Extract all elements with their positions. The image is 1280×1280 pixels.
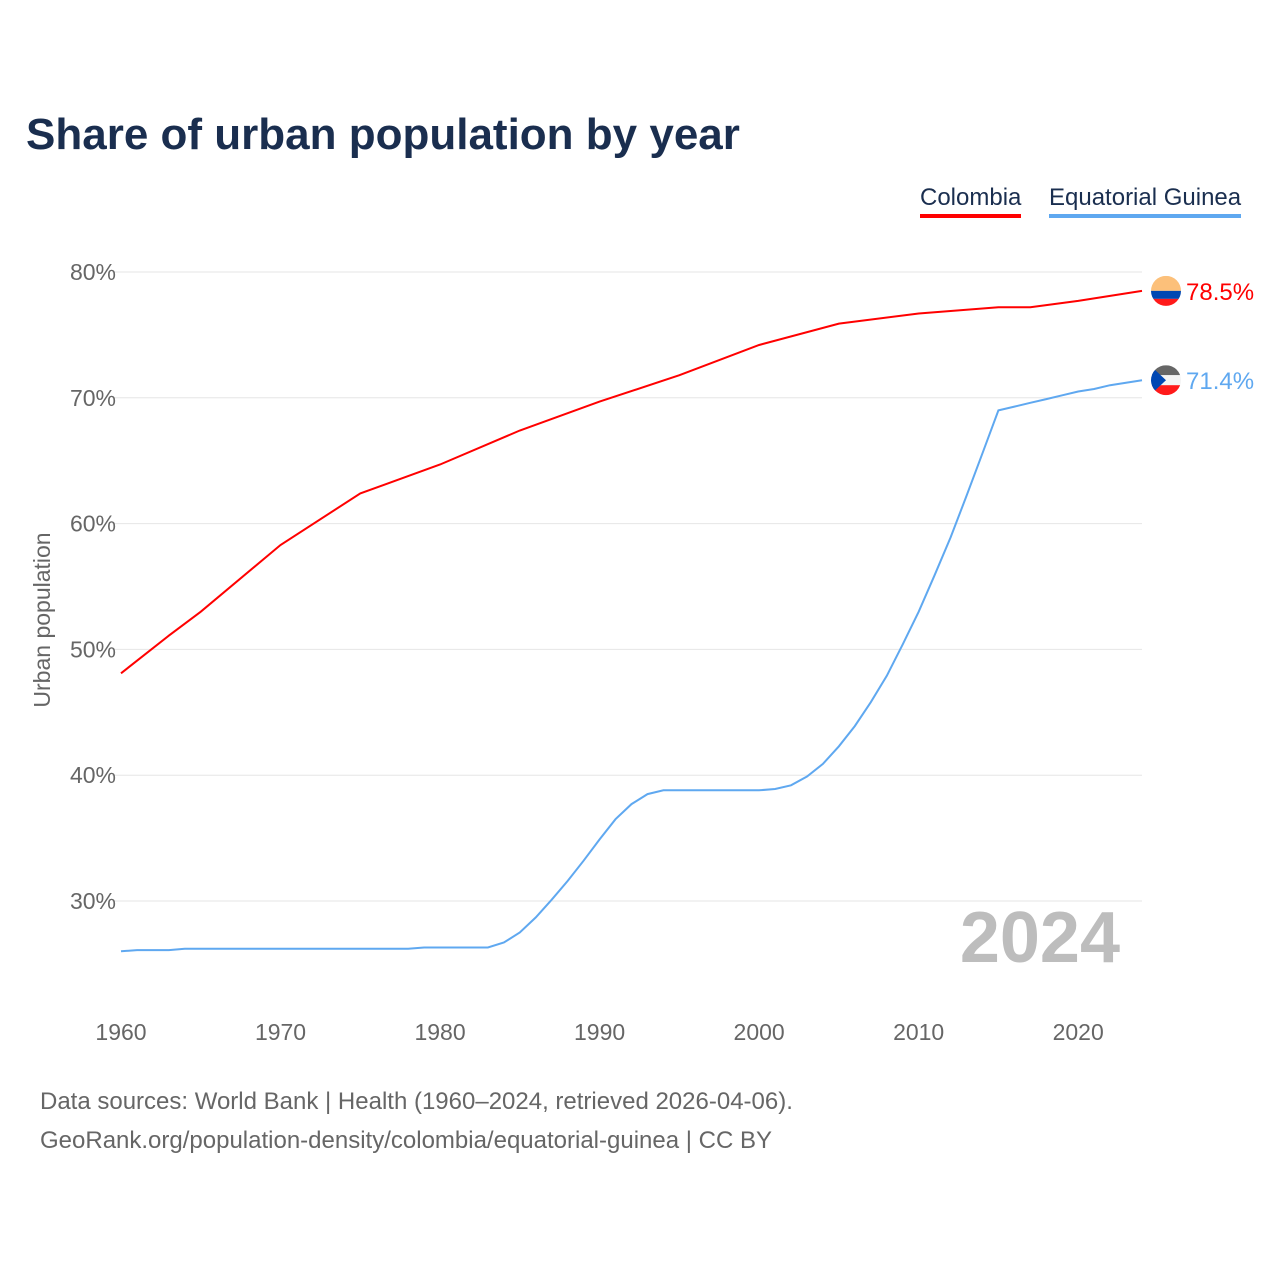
y-axis-label: Urban population	[29, 532, 55, 707]
y-tick-label: 80%	[70, 259, 116, 285]
y-tick-label: 30%	[70, 888, 116, 914]
chart-title: Share of urban population by year	[26, 110, 740, 159]
series-line-colombia	[120, 289, 1143, 675]
series-line-equatorial-guinea	[120, 379, 1143, 953]
x-tick-label: 1990	[574, 1019, 625, 1045]
y-tick-label: 70%	[70, 385, 116, 411]
end-value-label: 71.4%	[1186, 368, 1254, 395]
flag-icon-colombia	[1151, 275, 1181, 306]
x-tick-label: 2010	[893, 1019, 944, 1045]
x-tick-label: 1970	[255, 1019, 306, 1045]
y-tick-label: 40%	[70, 762, 116, 788]
year-watermark: 2024	[960, 898, 1120, 978]
legend-colombia[interactable]: Colombia	[920, 184, 1022, 218]
y-tick-label: 50%	[70, 636, 116, 662]
x-tick-label: 1980	[414, 1019, 465, 1045]
end-value-label: 78.5%	[1186, 279, 1254, 306]
legend-equatorial-guinea[interactable]: Equatorial Guinea	[1049, 184, 1242, 218]
flag-icon-equatorial-guinea	[1151, 365, 1181, 396]
x-tick-label: 2020	[1053, 1019, 1104, 1045]
y-tick-label: 60%	[70, 511, 116, 537]
x-tick-label: 1960	[95, 1019, 146, 1045]
footer-url[interactable]: GeoRank.org/population-density/colombia/…	[40, 1127, 772, 1154]
x-tick-label: 2000	[734, 1019, 785, 1045]
footer-sources: Data sources: World Bank | Health (1960–…	[40, 1088, 793, 1115]
